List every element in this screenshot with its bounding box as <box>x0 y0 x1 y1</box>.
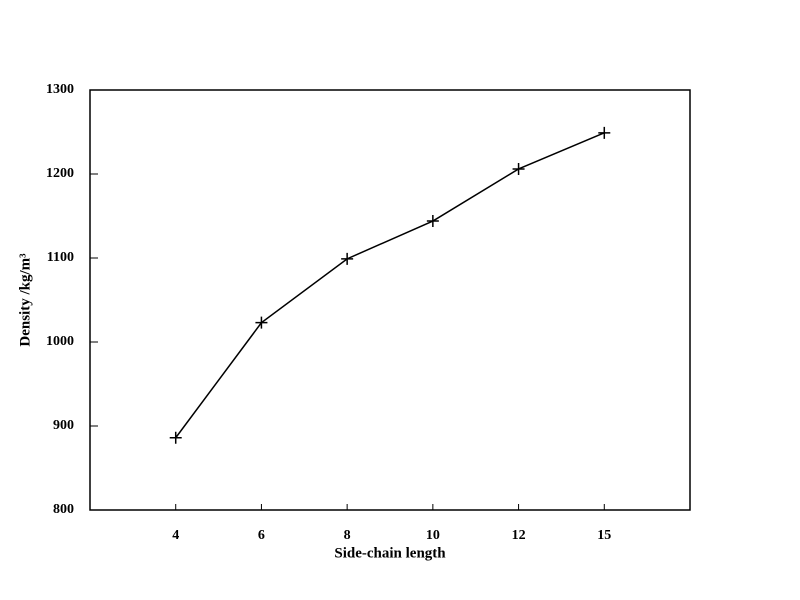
marker <box>512 162 525 175</box>
x-tick-label: 8 <box>344 528 351 543</box>
y-tick-label: 1100 <box>47 250 74 265</box>
y-tick-label: 1200 <box>46 166 74 181</box>
y-tick-label: 1000 <box>46 334 74 349</box>
x-tick-label: 6 <box>258 528 265 543</box>
y-tick-label: 1300 <box>46 82 74 97</box>
y-tick-label: 800 <box>53 502 74 517</box>
marker <box>341 252 354 265</box>
x-tick-label: 12 <box>512 528 526 543</box>
marker <box>426 215 439 228</box>
x-tick-label: 15 <box>597 528 611 543</box>
marker <box>255 316 268 329</box>
series-line <box>175 132 605 439</box>
marker <box>598 126 611 139</box>
y-axis-label: Density /kg/m³ <box>17 253 33 347</box>
marker <box>169 431 182 444</box>
y-tick-label: 900 <box>53 418 74 433</box>
x-tick-label: 10 <box>426 528 440 543</box>
plot-frame <box>89 89 691 511</box>
x-axis-label: Side-chain length <box>334 545 446 561</box>
x-tick-label: 4 <box>172 528 179 543</box>
